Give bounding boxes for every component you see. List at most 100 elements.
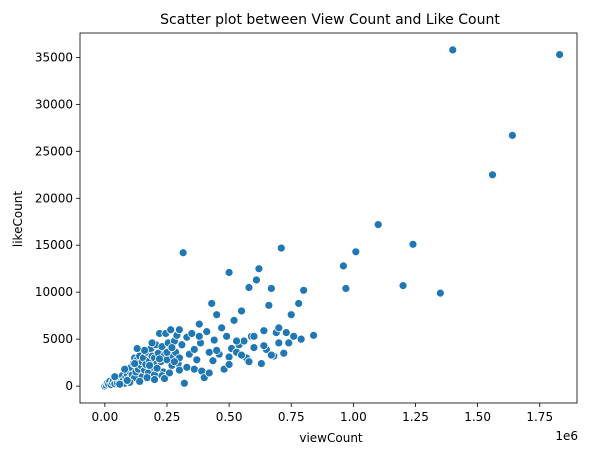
- scatter-point: [237, 350, 246, 360]
- x-tick-label: 0.25: [154, 410, 181, 424]
- x-axis-offset-text: 1e6: [555, 429, 578, 443]
- scatter-point: [244, 357, 254, 367]
- y-tick-label: 25000: [35, 144, 73, 158]
- scatter-point: [182, 362, 192, 372]
- scatter-point: [209, 335, 219, 345]
- scatter-point: [249, 343, 259, 352]
- scatter-point: [132, 344, 142, 353]
- scatter-point: [189, 345, 199, 354]
- scatter-point: [257, 359, 266, 368]
- scatter-point: [239, 336, 249, 346]
- scatter-point: [224, 352, 234, 362]
- scatter-point: [166, 325, 176, 335]
- scatter-point: [244, 283, 254, 292]
- scatter-point: [194, 331, 204, 341]
- scatter-point: [294, 299, 304, 308]
- scatter-point: [237, 306, 246, 316]
- scatter-point: [115, 379, 125, 389]
- points-layer: [100, 45, 565, 391]
- y-tick-label: 35000: [35, 50, 73, 64]
- scatter-point: [279, 348, 289, 358]
- scatter-point: [284, 338, 294, 348]
- scatter-point: [264, 300, 274, 310]
- scatter-point: [204, 368, 214, 378]
- scatter-point: [224, 360, 234, 369]
- x-tick-label: 1.25: [402, 410, 429, 424]
- scatter-point: [507, 130, 517, 140]
- scatter-point: [276, 243, 286, 253]
- scatter-point: [150, 375, 159, 384]
- scatter-point: [289, 331, 299, 341]
- scatter-point: [229, 315, 239, 325]
- y-tick-label: 10000: [35, 285, 73, 299]
- y-tick-label: 20000: [35, 191, 73, 205]
- x-axis-label: viewCount: [299, 431, 363, 445]
- scatter-point: [398, 281, 408, 291]
- scatter-point: [147, 338, 157, 348]
- scatter-point: [249, 331, 259, 341]
- scatter-point: [435, 288, 445, 298]
- scatter-point: [212, 310, 222, 320]
- chart-title: Scatter plot between View Count and Like…: [160, 12, 500, 28]
- scatter-point: [207, 299, 217, 308]
- scatter-point: [212, 346, 222, 355]
- scatter-point: [208, 356, 218, 366]
- scatter-point: [232, 336, 241, 346]
- scatter-point: [177, 340, 187, 350]
- scatter-point: [274, 323, 284, 333]
- scatter-point: [217, 323, 227, 333]
- scatter-point: [179, 378, 189, 388]
- y-axis-ticks: 0 5000 10000 15000 20000 25000 30000 35000: [35, 50, 80, 393]
- scatter-point: [448, 45, 458, 55]
- scatter-point: [259, 326, 269, 336]
- x-axis-ticks: 0.00 0.25 0.50 0.75 1.00 1.25 1.50 1.75: [91, 403, 553, 424]
- scatter-point: [309, 330, 318, 340]
- scatter-point: [286, 310, 296, 320]
- scatter-point: [120, 364, 130, 374]
- scatter-point: [224, 268, 234, 277]
- scatter-point: [165, 368, 174, 378]
- scatter-point: [189, 364, 199, 374]
- scatter-point: [254, 264, 264, 274]
- scatter-point: [174, 325, 184, 335]
- scatter-point: [110, 372, 120, 382]
- y-tick-label: 15000: [35, 238, 73, 252]
- scatter-point: [339, 261, 348, 271]
- scatter-point: [488, 170, 497, 180]
- scatter-point: [296, 334, 306, 344]
- y-tick-label: 0: [65, 379, 73, 393]
- scatter-point: [351, 247, 361, 257]
- x-tick-label: 0.50: [216, 410, 243, 424]
- scatter-point: [373, 220, 383, 229]
- scatter-point: [202, 327, 212, 337]
- scatter-point: [192, 355, 202, 365]
- scatter-point: [140, 346, 150, 355]
- scatter-point: [266, 284, 276, 293]
- scatter-point: [122, 376, 132, 385]
- scatter-point: [259, 341, 269, 351]
- scatter-point: [274, 338, 284, 348]
- scatter-point: [222, 331, 232, 341]
- scatter-point: [408, 239, 418, 249]
- scatter-point: [194, 319, 204, 329]
- x-tick-label: 1.75: [526, 410, 553, 424]
- scatter-point: [178, 248, 188, 258]
- y-tick-label: 30000: [35, 97, 73, 111]
- x-tick-label: 0.75: [278, 410, 305, 424]
- scatter-point: [155, 354, 164, 364]
- scatter-point: [341, 284, 351, 293]
- scatter-point: [160, 374, 169, 383]
- x-tick-label: 1.50: [464, 410, 491, 424]
- scatter-point: [174, 365, 184, 375]
- scatter-point: [555, 50, 565, 59]
- scatter-point: [187, 329, 197, 338]
- scatter-point: [281, 328, 291, 337]
- plot-frame: [79, 32, 578, 404]
- scatter-point: [266, 350, 276, 360]
- scatter-point: [142, 373, 152, 383]
- scatter-point: [130, 359, 140, 368]
- scatter-point: [135, 377, 145, 386]
- scatter-point: [167, 343, 177, 352]
